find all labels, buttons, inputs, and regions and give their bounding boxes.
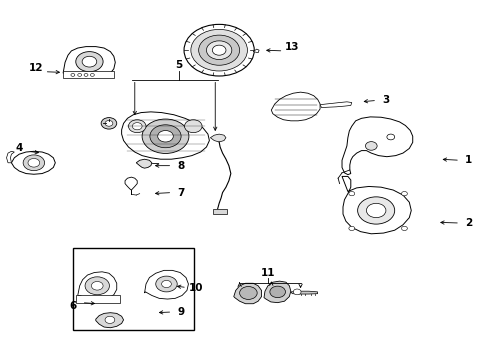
Circle shape (156, 276, 177, 292)
Circle shape (357, 197, 394, 224)
Text: 2: 2 (464, 218, 471, 228)
Circle shape (90, 73, 94, 76)
Circle shape (158, 131, 173, 142)
Circle shape (401, 192, 407, 196)
Circle shape (128, 120, 146, 133)
Circle shape (71, 73, 75, 76)
Text: 11: 11 (260, 267, 275, 278)
Circle shape (348, 192, 354, 196)
Circle shape (212, 45, 225, 55)
Bar (76, 295, 120, 303)
Circle shape (293, 289, 301, 295)
Polygon shape (210, 134, 225, 142)
Circle shape (78, 73, 81, 76)
Text: 7: 7 (177, 188, 184, 198)
Circle shape (82, 56, 97, 67)
Polygon shape (264, 281, 290, 303)
Polygon shape (320, 102, 351, 108)
Polygon shape (136, 159, 152, 168)
Text: 9: 9 (177, 307, 184, 317)
Polygon shape (144, 270, 188, 299)
Circle shape (161, 280, 171, 288)
Circle shape (401, 226, 407, 230)
Text: 8: 8 (177, 161, 184, 171)
Polygon shape (125, 177, 137, 190)
Circle shape (190, 30, 247, 71)
Circle shape (386, 134, 394, 140)
Polygon shape (233, 283, 261, 304)
Polygon shape (63, 46, 115, 77)
Circle shape (183, 24, 254, 76)
Circle shape (91, 282, 103, 290)
Circle shape (85, 277, 109, 295)
Circle shape (28, 158, 40, 167)
Polygon shape (253, 49, 259, 53)
Circle shape (366, 203, 385, 218)
Circle shape (142, 119, 188, 153)
Polygon shape (11, 151, 55, 174)
Circle shape (105, 121, 113, 126)
Circle shape (105, 316, 115, 323)
Polygon shape (341, 117, 412, 175)
Circle shape (348, 226, 354, 230)
Polygon shape (271, 92, 320, 121)
Polygon shape (6, 151, 14, 163)
Circle shape (365, 141, 376, 150)
Bar (63, 71, 114, 78)
Circle shape (76, 51, 103, 72)
Text: 5: 5 (175, 60, 182, 70)
Circle shape (198, 35, 239, 65)
Circle shape (269, 286, 285, 298)
Polygon shape (96, 313, 123, 328)
Circle shape (23, 155, 44, 171)
Text: 1: 1 (464, 155, 471, 165)
Text: 3: 3 (382, 95, 389, 105)
Circle shape (132, 123, 142, 130)
Circle shape (150, 125, 181, 148)
Text: 10: 10 (188, 283, 203, 293)
Text: 4: 4 (16, 143, 23, 153)
Circle shape (206, 41, 231, 59)
Polygon shape (290, 291, 317, 294)
Polygon shape (78, 272, 117, 300)
Circle shape (239, 287, 257, 300)
Polygon shape (122, 112, 209, 159)
Circle shape (101, 118, 117, 129)
Polygon shape (212, 209, 227, 214)
Bar (73, 248, 193, 330)
Text: 13: 13 (285, 42, 299, 52)
Polygon shape (341, 176, 410, 234)
Text: 12: 12 (28, 63, 43, 73)
Text: 6: 6 (69, 301, 76, 311)
Circle shape (84, 73, 88, 76)
Circle shape (184, 120, 202, 133)
